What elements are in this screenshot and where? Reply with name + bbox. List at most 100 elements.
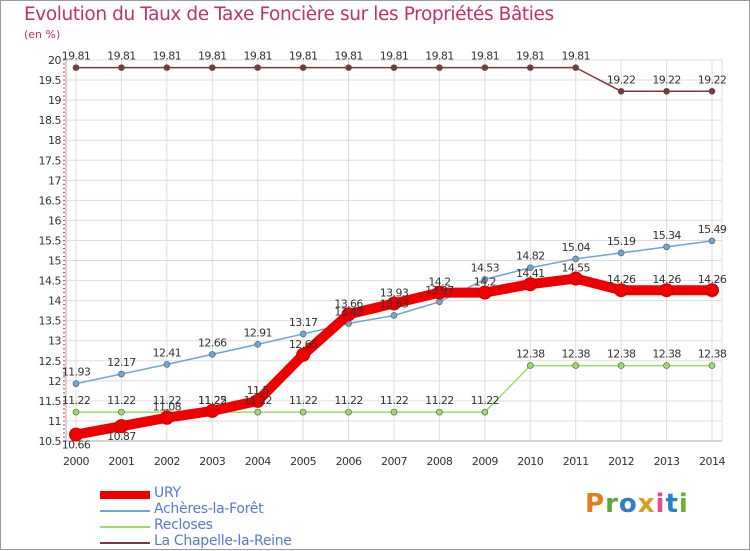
data-label-2: 11.22 [471,394,500,407]
x-tick-label: 2005 [290,455,316,468]
series-point-3 [663,87,670,95]
data-label-3: 19.22 [652,73,681,86]
proxiti-logo: Proxiti [585,489,689,519]
data-label-2: 12.38 [561,348,590,361]
series-point-2 [481,408,489,416]
data-label-2: 11.22 [380,394,409,407]
series-point-2 [345,408,352,416]
data-label-1: 12.41 [153,346,182,359]
data-label-0: 10.66 [62,439,91,452]
series-point-0 [387,296,401,311]
data-label-2: 11.22 [153,394,182,407]
series-point-1 [436,298,443,306]
data-label-3: 19.81 [334,50,363,63]
series-point-0 [568,271,583,286]
x-tick-label: 2010 [517,455,543,468]
series-point-0 [477,285,492,300]
y-tick-label: 16 [48,214,61,227]
data-label-3: 19.81 [198,50,227,63]
y-tick-label: 17 [48,174,61,187]
legend-label-chapelle: La Chapelle-la-Reine [154,533,292,549]
data-label-0: 14.55 [561,262,590,275]
series-point-0 [659,283,674,298]
series-point-3 [163,64,171,71]
data-label-0: 14.26 [698,273,727,286]
series-point-3 [436,64,443,71]
series-point-3 [254,64,262,71]
data-label-0: 14.2 [474,276,496,289]
series-point-2 [617,362,625,369]
y-tick-label: 16.5 [39,194,62,207]
series-point-1 [617,249,625,257]
x-tick-label: 2007 [381,455,407,468]
y-tick-label: 15.5 [39,234,62,247]
series-point-0 [114,419,129,434]
data-label-0: 13.66 [334,297,363,310]
brand-letter: t [665,489,679,519]
data-label-3: 19.81 [561,50,590,63]
series-point-1 [208,351,216,358]
series-point-1 [526,264,534,272]
data-label-1: 15.04 [561,241,590,254]
data-label-0: 11.08 [153,401,182,414]
series-point-0 [205,403,220,418]
series-point-3 [481,64,489,71]
data-label-2: 11.22 [243,394,272,407]
series-point-3 [208,64,216,71]
y-tick-label: 12.5 [39,355,62,368]
data-label-0: 14.2 [428,276,450,289]
data-label-1: 13.43 [334,305,363,318]
series-point-3 [572,64,580,71]
x-tick-label: 2013 [654,455,680,468]
series-point-1 [163,361,171,368]
legend-swatch-acheres [100,510,150,512]
series-point-1 [118,370,125,378]
legend-label-acheres: Achères-la-Forêt [154,501,264,517]
x-tick-label: 2011 [563,455,589,468]
series-point-2 [436,408,443,416]
data-label-1: 12.17 [107,356,136,369]
brand-letter: o [618,489,638,519]
series-point-3 [299,64,307,71]
series-point-0 [614,283,629,298]
series-point-0 [523,277,538,292]
series-point-1 [299,330,307,338]
y-tick-label: 20 [48,54,61,67]
series-point-3 [118,64,125,71]
series-point-1 [708,237,716,245]
series-point-3 [708,87,716,95]
series-point-0 [296,347,311,362]
series-point-2 [299,408,307,416]
data-label-2: 12.38 [652,348,681,361]
data-label-3: 19.81 [425,50,454,63]
data-label-0: 14.26 [652,273,681,286]
legend-label-ury: URY [154,485,181,501]
data-label-0: 11.25 [198,394,227,407]
series-point-3 [526,64,534,71]
data-label-3: 19.81 [107,50,136,63]
data-label-3: 19.81 [471,50,500,63]
y-tick-label: 15 [48,255,61,268]
data-label-0: 12.65 [289,338,318,351]
series-point-2 [72,408,80,416]
y-tick-label: 19.5 [39,74,62,87]
series-point-1 [390,312,398,319]
legend-swatch-recloses [100,526,150,528]
data-label-2: 11.22 [198,394,227,407]
x-tick-label: 2009 [472,455,498,468]
brand-letter: i [678,489,689,519]
data-label-2: 12.38 [698,348,727,361]
data-label-3: 19.81 [243,50,272,63]
series-point-3 [345,64,352,71]
data-label-1: 15.49 [698,223,727,236]
legend-label-recloses: Recloses [154,517,213,533]
y-tick-label: 11 [48,415,61,428]
x-tick-label: 2001 [108,455,134,468]
series-point-2 [254,408,262,416]
data-label-3: 19.22 [698,73,727,86]
data-label-2: 12.38 [607,348,636,361]
data-label-2: 11.22 [425,394,454,407]
chart-title: Evolution du Taux de Taxe Foncière sur l… [24,4,554,25]
data-label-1: 13.17 [289,316,318,329]
